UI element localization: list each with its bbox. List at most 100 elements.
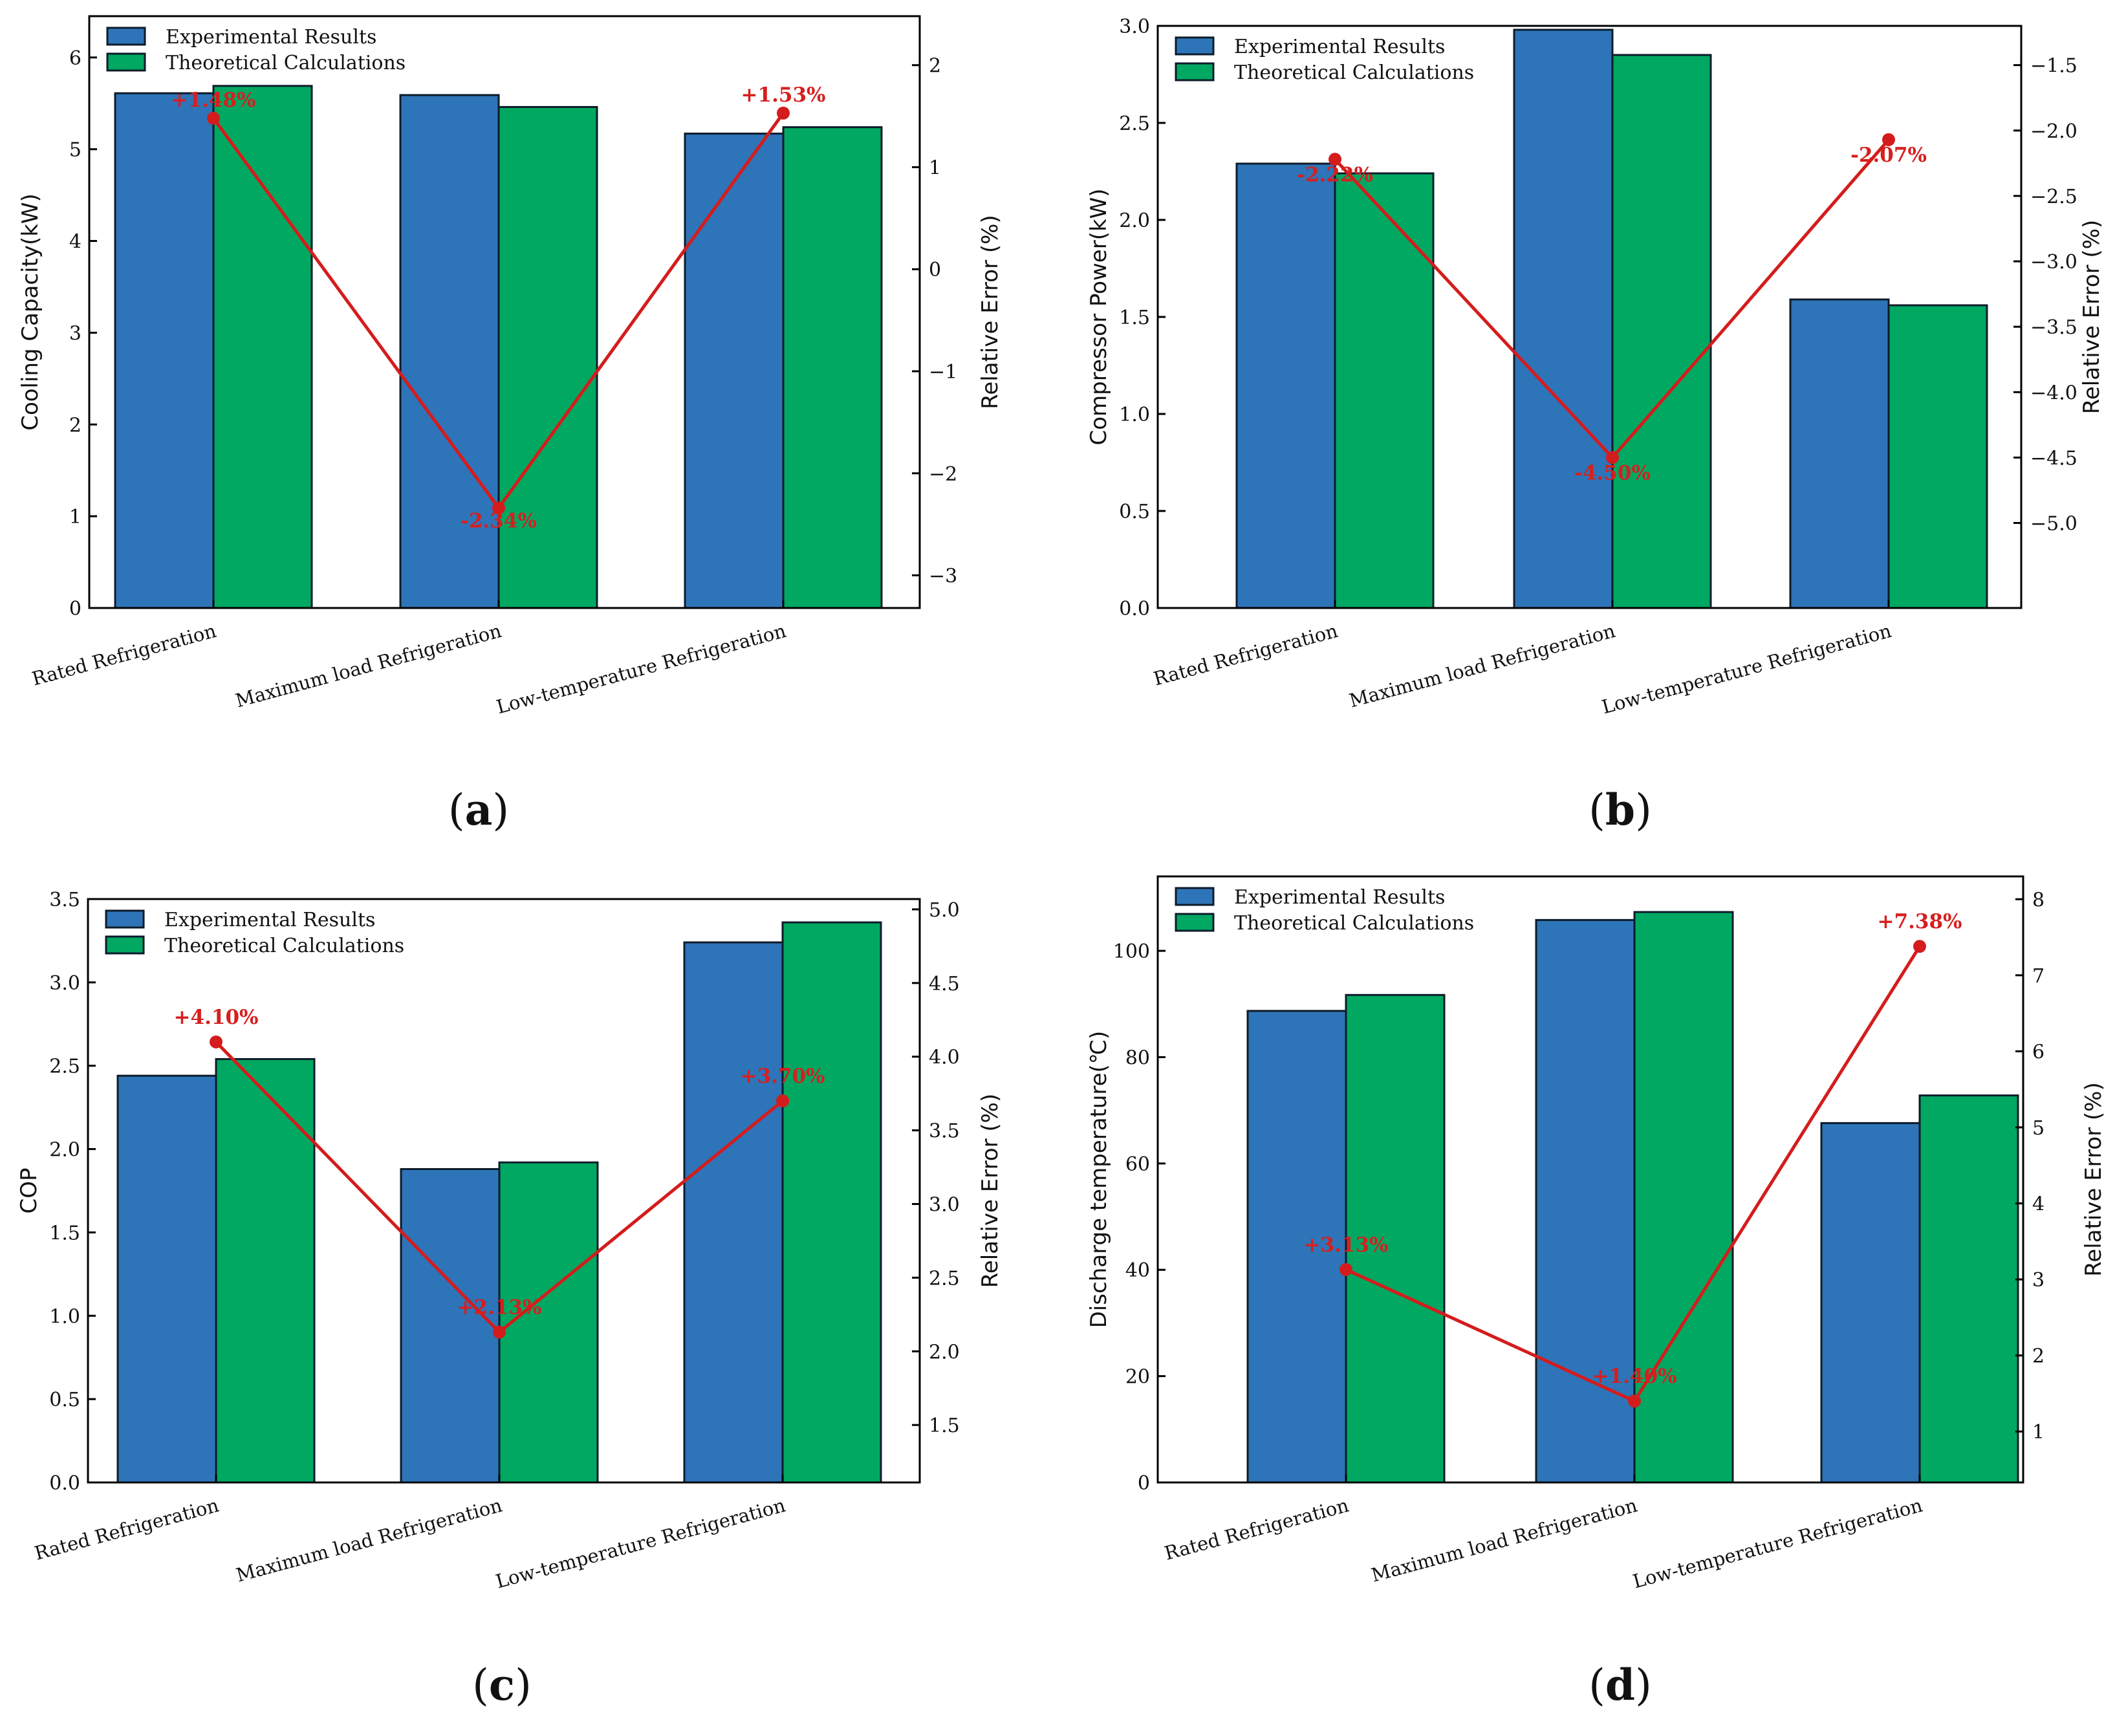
bar-experimental bbox=[1513, 28, 1614, 609]
legend-swatch-experimental bbox=[1175, 36, 1215, 56]
y-tick-label: 0.5 bbox=[49, 1389, 80, 1411]
category-label: Low-temperature Refrigeration bbox=[494, 1494, 788, 1592]
chart-panel-c: 0.0 0.5 1.0 1.5 2.0 2.5 3.0 3.5 1.5 2.0 2.5 3.0 3.5 4… bbox=[16, 889, 1003, 1710]
y-tick-label: 100 bbox=[1113, 940, 1150, 963]
axes-frame bbox=[87, 898, 921, 1484]
y-tick-label: 3.5 bbox=[49, 889, 80, 911]
y2-tick-label: 1 bbox=[2032, 1421, 2044, 1444]
error-point bbox=[777, 106, 790, 120]
bar-experimental bbox=[114, 92, 215, 609]
y-axis-title: COP bbox=[16, 1167, 42, 1213]
bar-theoretical bbox=[498, 1161, 599, 1484]
y2-tick-label: −1 bbox=[929, 361, 957, 384]
category-label: Low-temperature Refrigeration bbox=[494, 620, 788, 718]
bar-theoretical bbox=[1611, 54, 1712, 609]
bar-experimental bbox=[683, 941, 784, 1484]
legend-swatch-experimental bbox=[106, 27, 146, 46]
legend-label-theoretical: Theoretical Calculations bbox=[1234, 61, 1474, 84]
legend-swatch-theoretical bbox=[105, 935, 145, 955]
error-label: -2.34% bbox=[461, 509, 537, 532]
category-label: Rated Refrigeration bbox=[1151, 620, 1340, 690]
y-tick-label: 2.5 bbox=[49, 1056, 80, 1078]
error-label: +1.48% bbox=[171, 89, 256, 112]
category-label: Low-temperature Refrigeration bbox=[1631, 1494, 1925, 1592]
y-tick-label: 3 bbox=[69, 322, 81, 345]
y-tick-label: 0.0 bbox=[49, 1472, 80, 1495]
y2-axis-title: Relative Error (%) bbox=[977, 215, 1003, 409]
panel-caption: (d) bbox=[1589, 1660, 1652, 1710]
y2-tick-label: 2.5 bbox=[929, 1267, 960, 1290]
axes-frame bbox=[1156, 875, 2024, 1484]
error-point bbox=[210, 1035, 222, 1048]
y-tick-label: 4 bbox=[69, 231, 81, 254]
y2-tick-label: 4.5 bbox=[929, 973, 960, 995]
y2-tick-label: 4.0 bbox=[929, 1047, 960, 1069]
y-tick-label: 2.0 bbox=[1119, 210, 1150, 232]
legend-label-experimental: Experimental Results bbox=[164, 909, 375, 931]
y-tick-label: 0.5 bbox=[1119, 501, 1150, 523]
y-tick-label: 1.0 bbox=[1119, 404, 1150, 426]
bar-experimental bbox=[116, 1074, 217, 1484]
y2-tick-label: 6 bbox=[2032, 1041, 2044, 1063]
y2-tick-label: 3.0 bbox=[929, 1194, 960, 1217]
y2-tick-label: 0 bbox=[929, 259, 941, 281]
legend-swatch-experimental bbox=[1175, 887, 1215, 906]
bar-experimental bbox=[400, 1167, 501, 1484]
y-tick-label: 1.0 bbox=[49, 1305, 80, 1328]
category-label: Low-temperature Refrigeration bbox=[1600, 620, 1894, 718]
y-axis-title: Cooling Capacity(kW) bbox=[17, 193, 43, 431]
y2-tick-label: 5 bbox=[2032, 1117, 2044, 1140]
category-label: Maximum load Refrigeration bbox=[233, 1494, 504, 1587]
y-axis-title: Compressor Power(kW) bbox=[1086, 188, 1112, 445]
y2-tick-label: 1.5 bbox=[929, 1415, 960, 1437]
error-point bbox=[207, 111, 220, 125]
y2-tick-label: 8 bbox=[2032, 889, 2044, 911]
legend-label-experimental: Experimental Results bbox=[1234, 36, 1445, 58]
legend-swatch-experimental bbox=[105, 909, 145, 929]
bar-theoretical bbox=[781, 921, 882, 1484]
bar-experimental bbox=[684, 133, 785, 609]
bar-experimental bbox=[1820, 1122, 1921, 1484]
panel-caption: (a) bbox=[448, 785, 509, 835]
bar-experimental bbox=[1235, 162, 1336, 609]
y2-tick-label: 2 bbox=[929, 55, 941, 78]
error-point bbox=[493, 1325, 506, 1339]
panel-caption: (c) bbox=[472, 1660, 532, 1710]
error-point bbox=[1606, 451, 1619, 464]
error-label: +4.10% bbox=[174, 1006, 259, 1029]
y-tick-label: 5 bbox=[69, 139, 81, 162]
y2-tick-label: 2.0 bbox=[929, 1341, 960, 1363]
y2-axis-title: Relative Error (%) bbox=[2079, 220, 2105, 414]
y2-tick-label: 1 bbox=[929, 157, 941, 179]
y-tick-label: 1.5 bbox=[1119, 307, 1150, 329]
category-label: Rated Refrigeration bbox=[32, 1494, 221, 1565]
y-tick-label: 60 bbox=[1125, 1153, 1150, 1176]
y2-tick-label: 5.0 bbox=[929, 899, 960, 922]
y2-tick-label: −4.5 bbox=[2030, 447, 2077, 470]
category-label: Maximum load Refrigeration bbox=[1347, 620, 1617, 712]
y2-tick-label: 4 bbox=[2032, 1193, 2044, 1216]
y-tick-label: 2 bbox=[69, 414, 81, 437]
legend-label-theoretical: Theoretical Calculations bbox=[1234, 912, 1474, 935]
error-label: +1.53% bbox=[741, 83, 826, 107]
y-tick-label: 2.0 bbox=[49, 1139, 80, 1162]
y-tick-label: 3.0 bbox=[49, 972, 80, 995]
category-label: Rated Refrigeration bbox=[30, 620, 219, 690]
panel-caption: (b) bbox=[1589, 785, 1652, 835]
bar-theoretical bbox=[497, 105, 598, 609]
bar-theoretical bbox=[1887, 304, 1988, 609]
error-point bbox=[1882, 133, 1895, 146]
y-tick-label: 20 bbox=[1125, 1366, 1150, 1389]
y-tick-label: 2.5 bbox=[1119, 113, 1150, 135]
bar-experimental bbox=[1535, 918, 1636, 1484]
bar-theoretical bbox=[212, 85, 313, 609]
axes-frame bbox=[88, 15, 921, 609]
bar-theoretical bbox=[1334, 172, 1435, 609]
error-label: -2.07% bbox=[1850, 144, 1927, 167]
y2-tick-label: −3 bbox=[929, 565, 957, 588]
y2-tick-label: 3 bbox=[2032, 1269, 2044, 1292]
legend-label-theoretical: Theoretical Calculations bbox=[166, 52, 406, 74]
y2-tick-label: −3.0 bbox=[2030, 251, 2077, 274]
error-label: +7.38% bbox=[1878, 910, 1962, 933]
